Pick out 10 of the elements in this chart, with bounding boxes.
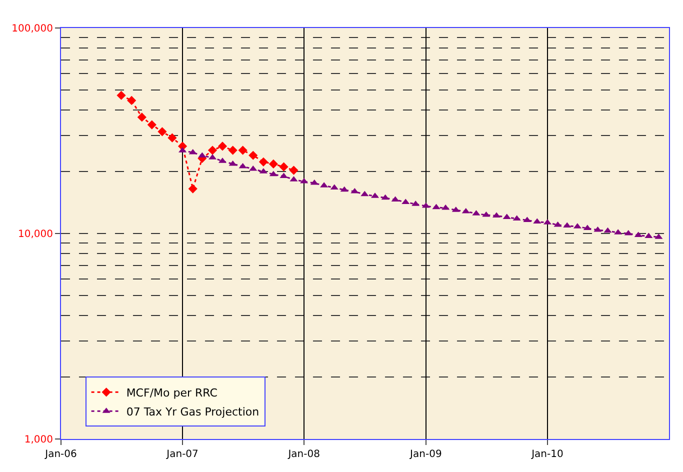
legend-label: 07 Tax Yr Gas Projection xyxy=(126,405,260,418)
x-tick-label: Jan-08 xyxy=(287,449,320,460)
legend-label: MCF/Mo per RRC xyxy=(126,386,218,400)
x-tick-label: Jan-07 xyxy=(166,449,198,460)
y-tick-label: 10,000 xyxy=(18,229,53,240)
y-tick-label: 100,000 xyxy=(12,24,53,34)
y-tick-label: 1,000 xyxy=(24,434,53,446)
x-tick-label: Jan-10 xyxy=(530,449,564,460)
x-tick-label: Jan-06 xyxy=(44,449,77,460)
x-tick-label: Jan-09 xyxy=(409,449,442,460)
